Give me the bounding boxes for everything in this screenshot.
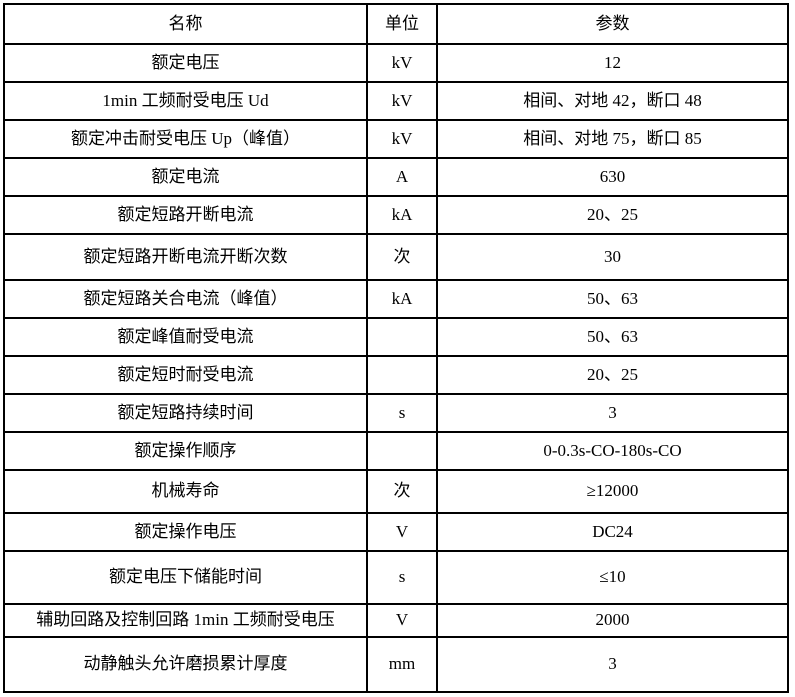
- table-row: 机械寿命 次 ≥12000: [3, 469, 789, 514]
- param-value-cell: 2000: [436, 603, 789, 638]
- param-value-cell: 相间、对地 42，断口 48: [436, 81, 789, 121]
- param-unit-cell: s: [366, 550, 438, 605]
- param-value-cell: 0-0.3s-CO-180s-CO: [436, 431, 789, 471]
- table-row: 额定短路关合电流（峰值） kA 50、63: [3, 279, 789, 319]
- table-row: 额定操作顺序 0-0.3s-CO-180s-CO: [3, 431, 789, 471]
- table-row: 额定电压下储能时间 s ≤10: [3, 550, 789, 605]
- param-unit-cell: V: [366, 512, 438, 552]
- column-header-unit: 单位: [366, 3, 438, 45]
- column-header-value: 参数: [436, 3, 789, 45]
- param-unit-cell: s: [366, 393, 438, 433]
- table-row: 额定电压 kV 12: [3, 43, 789, 83]
- table-header: 名称 单位 参数: [3, 3, 789, 45]
- param-name-cell: 额定电压: [3, 43, 368, 83]
- param-name-cell: 额定短路持续时间: [3, 393, 368, 433]
- param-value-cell: 20、25: [436, 195, 789, 235]
- param-value-cell: DC24: [436, 512, 789, 552]
- param-name-cell: 额定电流: [3, 157, 368, 197]
- table-row: 额定短时耐受电流 20、25: [3, 355, 789, 395]
- param-unit-cell: kV: [366, 119, 438, 159]
- param-unit-cell: [366, 317, 438, 357]
- param-unit-cell: mm: [366, 636, 438, 693]
- table-row: 额定短路持续时间 s 3: [3, 393, 789, 433]
- param-value-cell: 3: [436, 636, 789, 693]
- param-name-cell: 额定操作电压: [3, 512, 368, 552]
- param-unit-cell: 次: [366, 233, 438, 281]
- param-name-cell: 额定电压下储能时间: [3, 550, 368, 605]
- param-value-cell: 630: [436, 157, 789, 197]
- param-name-cell: 额定短路开断电流: [3, 195, 368, 235]
- param-value-cell: 30: [436, 233, 789, 281]
- table-row: 1min 工频耐受电压 Ud kV 相间、对地 42，断口 48: [3, 81, 789, 121]
- param-value-cell: 50、63: [436, 317, 789, 357]
- table-row: 动静触头允许磨损累计厚度 mm 3: [3, 636, 789, 693]
- table-row: 额定峰值耐受电流 50、63: [3, 317, 789, 357]
- param-name-cell: 额定冲击耐受电压 Up（峰值）: [3, 119, 368, 159]
- param-name-cell: 机械寿命: [3, 469, 368, 514]
- table-body: 额定电压 kV 12 1min 工频耐受电压 Ud kV 相间、对地 42，断口…: [3, 43, 789, 693]
- param-unit-cell: [366, 355, 438, 395]
- param-name-cell: 1min 工频耐受电压 Ud: [3, 81, 368, 121]
- table-row: 额定操作电压 V DC24: [3, 512, 789, 552]
- table-row: 额定短路开断电流 kA 20、25: [3, 195, 789, 235]
- param-value-cell: ≥12000: [436, 469, 789, 514]
- param-unit-cell: V: [366, 603, 438, 638]
- column-header-name: 名称: [3, 3, 368, 45]
- param-value-cell: ≤10: [436, 550, 789, 605]
- param-unit-cell: [366, 431, 438, 471]
- header-row: 名称 单位 参数: [3, 3, 789, 45]
- param-unit-cell: A: [366, 157, 438, 197]
- param-value-cell: 12: [436, 43, 789, 83]
- param-unit-cell: kV: [366, 81, 438, 121]
- param-name-cell: 额定短路开断电流开断次数: [3, 233, 368, 281]
- param-value-cell: 50、63: [436, 279, 789, 319]
- param-name-cell: 额定短时耐受电流: [3, 355, 368, 395]
- param-name-cell: 动静触头允许磨损累计厚度: [3, 636, 368, 693]
- param-value-cell: 相间、对地 75，断口 85: [436, 119, 789, 159]
- param-value-cell: 20、25: [436, 355, 789, 395]
- spec-table: 名称 单位 参数 额定电压 kV 12 1min 工频耐受电压 Ud kV 相间…: [3, 3, 789, 693]
- param-unit-cell: kA: [366, 195, 438, 235]
- param-value-cell: 3: [436, 393, 789, 433]
- param-unit-cell: kV: [366, 43, 438, 83]
- param-name-cell: 额定操作顺序: [3, 431, 368, 471]
- param-name-cell: 额定峰值耐受电流: [3, 317, 368, 357]
- table-row: 额定电流 A 630: [3, 157, 789, 197]
- table-row: 辅助回路及控制回路 1min 工频耐受电压 V 2000: [3, 603, 789, 638]
- param-name-cell: 额定短路关合电流（峰值）: [3, 279, 368, 319]
- param-unit-cell: 次: [366, 469, 438, 514]
- param-unit-cell: kA: [366, 279, 438, 319]
- table-row: 额定冲击耐受电压 Up（峰值） kV 相间、对地 75，断口 85: [3, 119, 789, 159]
- table-row: 额定短路开断电流开断次数 次 30: [3, 233, 789, 281]
- param-name-cell: 辅助回路及控制回路 1min 工频耐受电压: [3, 603, 368, 638]
